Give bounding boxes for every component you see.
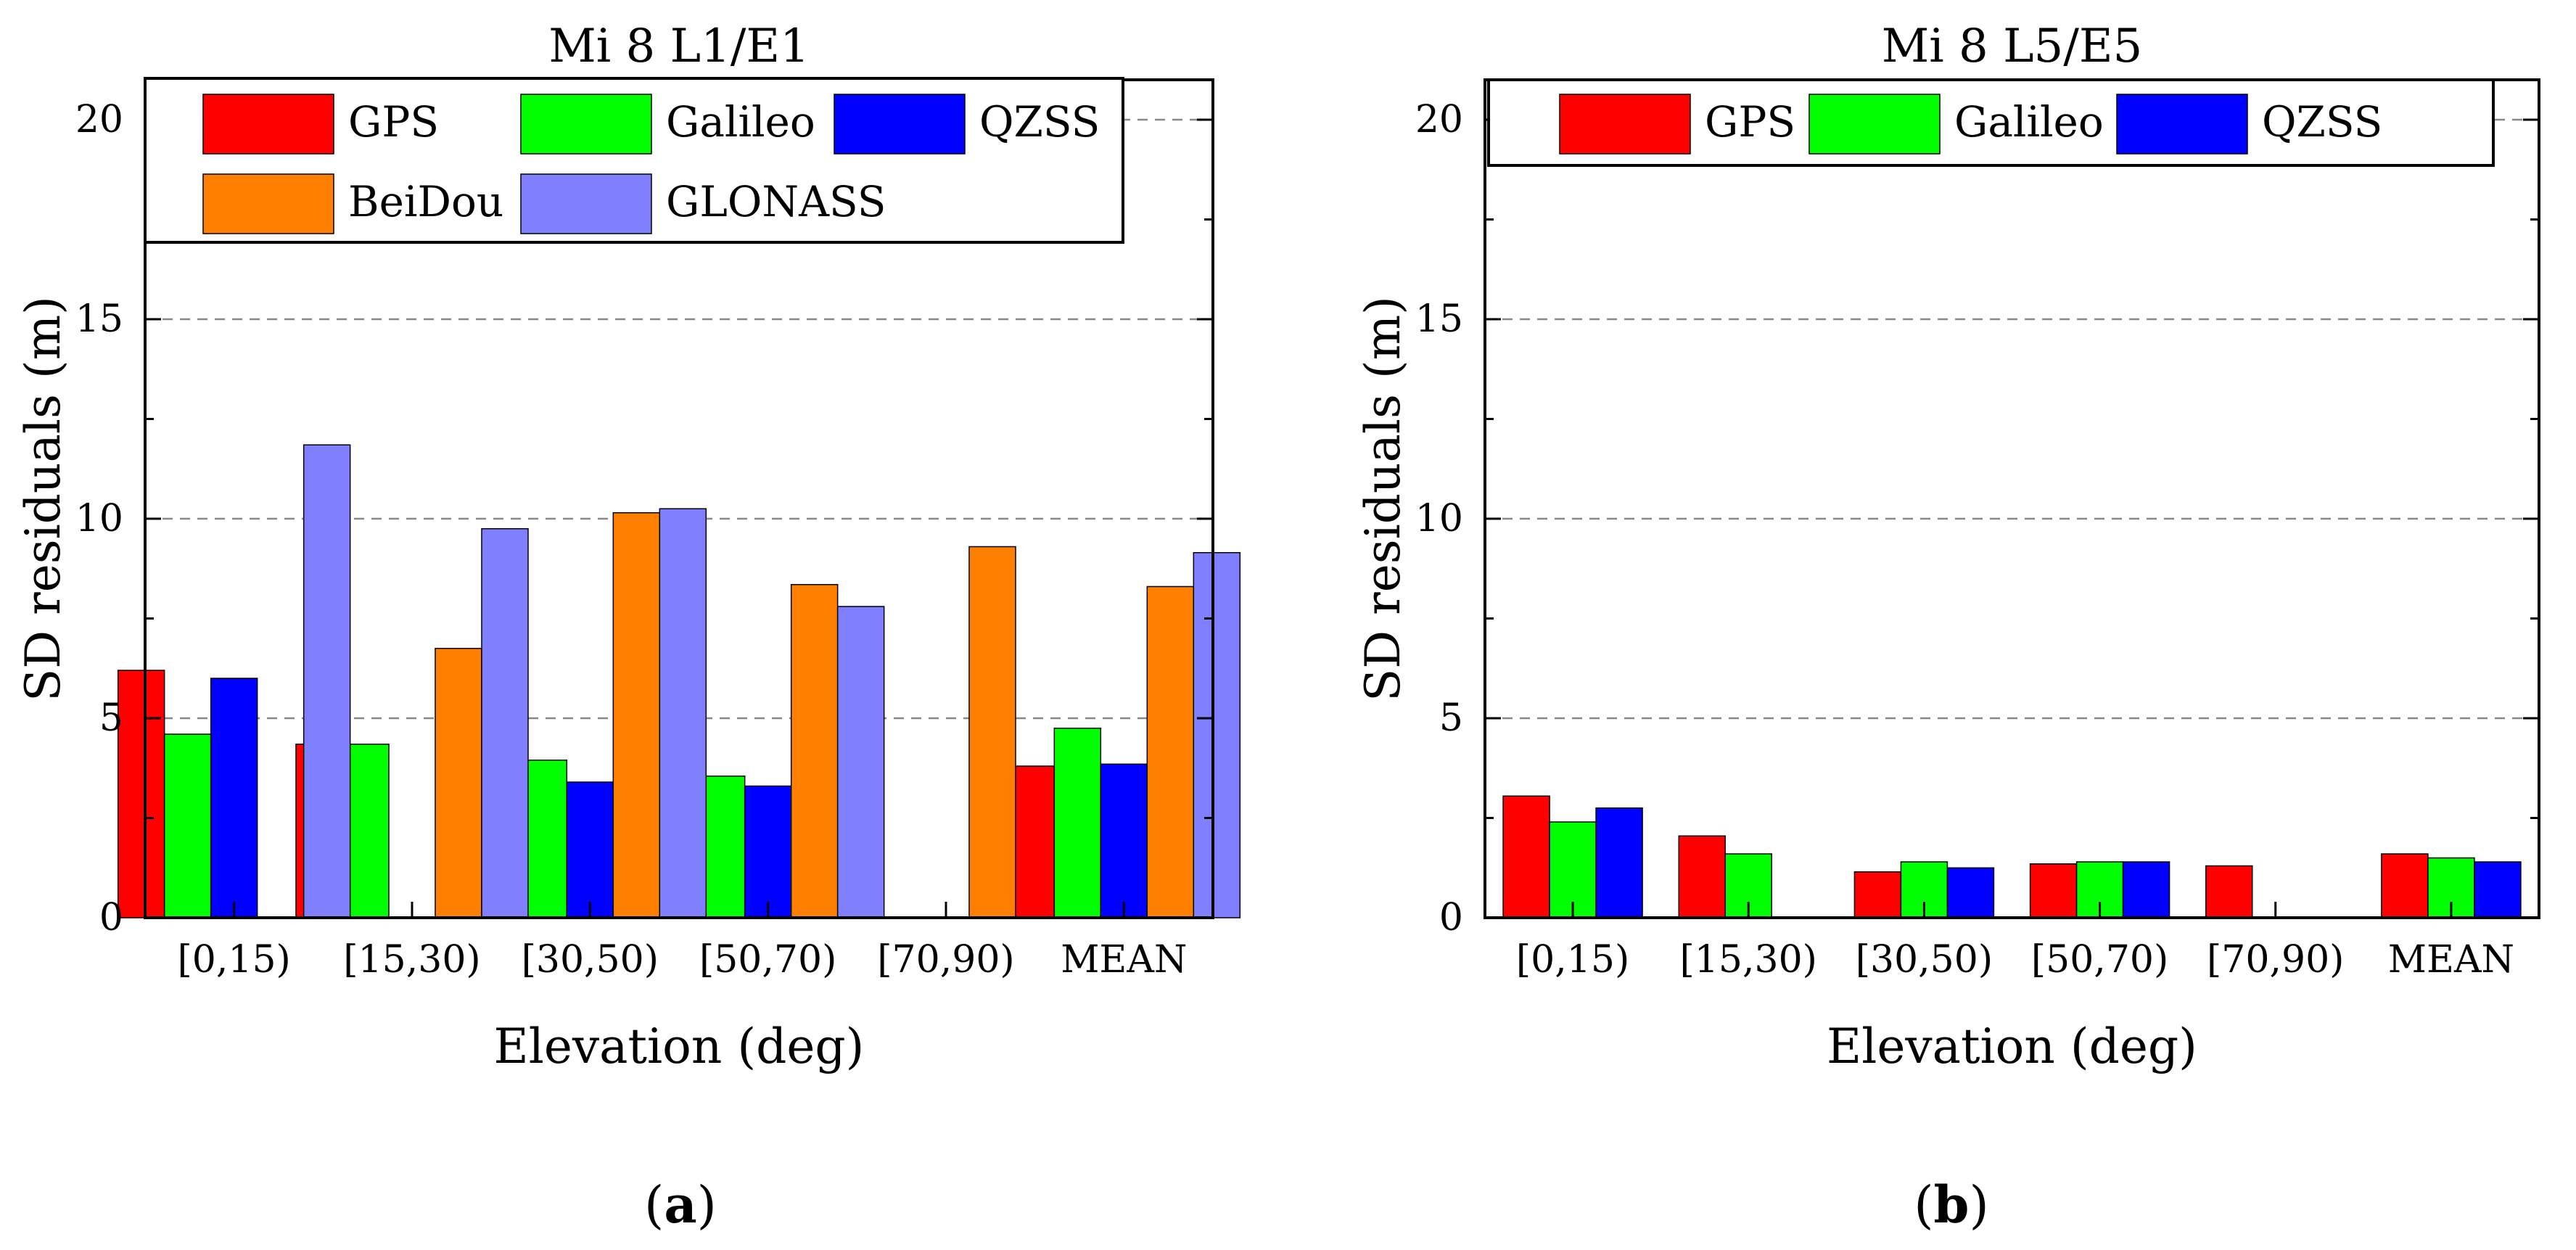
y-tick-label: 10 xyxy=(1415,497,1463,540)
x-tick-label: [0,15) xyxy=(177,938,290,982)
bar-beidou xyxy=(612,512,661,918)
panel-label-paren-open: ( xyxy=(644,1175,664,1235)
x-tick-label: [50,70) xyxy=(2031,938,2168,982)
legend-swatch-gps xyxy=(1559,94,1691,155)
legend-swatch-beidou xyxy=(202,173,334,234)
panel-label: (b) xyxy=(1914,1175,1989,1235)
plot-frame xyxy=(1484,78,2540,919)
legend: GPS Galileo QZSS xyxy=(1487,78,2495,167)
y-axis-label: SD residuals (m) xyxy=(15,296,71,702)
bar-gps xyxy=(2029,863,2078,918)
bar-glonass xyxy=(481,528,529,918)
chart-panel-a: 0 5 10 15 20 [0,15) [15,30) [30,50) [50,70) [70,9… xyxy=(15,20,1241,1235)
bar-qzss xyxy=(1595,807,1643,918)
y-tick-label: 5 xyxy=(1439,696,1463,740)
bar-glonass xyxy=(303,444,351,918)
x-tick-label: [30,50) xyxy=(1856,938,1993,982)
bar-gps xyxy=(117,670,165,918)
legend-label-gps: GPS xyxy=(1705,97,1795,147)
y-tick-label: 0 xyxy=(1439,896,1463,939)
legend-swatch-qzss xyxy=(2116,94,2248,155)
legend-label-galileo: Galileo xyxy=(666,97,815,147)
legend-label-gps: GPS xyxy=(348,97,439,147)
panel-label: (a) xyxy=(644,1175,717,1235)
bar-gps xyxy=(1678,835,1726,918)
x-tick-label: MEAN xyxy=(2388,938,2514,982)
x-tick-label: [70,90) xyxy=(877,938,1014,982)
bar-beidou xyxy=(435,648,482,918)
y-tick-label: 10 xyxy=(75,497,123,540)
x-tick-label: [30,50) xyxy=(522,938,659,982)
panel-label-paren-close: ) xyxy=(1969,1175,1988,1235)
x-tick-label: [70,90) xyxy=(2207,938,2344,982)
x-tick-label: [0,15) xyxy=(1516,938,1629,982)
bar-galileo xyxy=(163,733,212,918)
bar-beidou xyxy=(1146,585,1195,918)
legend-swatch-gps xyxy=(202,94,334,155)
legend-label-glonass: GLONASS xyxy=(666,177,886,226)
bar-gps xyxy=(1502,795,1550,918)
panel-label-letter: a xyxy=(664,1175,696,1235)
bar-qzss xyxy=(2122,861,2170,918)
panel-label-paren-close: ) xyxy=(697,1175,717,1235)
bar-beidou xyxy=(790,584,839,918)
legend-label-qzss: QZSS xyxy=(2262,97,2382,147)
legend-swatch-glonass xyxy=(520,173,652,234)
legend-swatch-galileo xyxy=(520,94,652,155)
bar-glonass xyxy=(659,508,707,918)
bar-qzss xyxy=(566,781,614,918)
legend-label-beidou: BeiDou xyxy=(348,177,503,226)
x-axis-label: Elevation (deg) xyxy=(494,1019,865,1074)
y-tick-label: 20 xyxy=(1415,98,1463,141)
bar-gps xyxy=(2205,865,2253,918)
legend: GPS Galileo QZSS BeiDou GLONASS xyxy=(144,77,1124,244)
legend-swatch-qzss xyxy=(834,94,966,155)
bar-gps xyxy=(2381,853,2429,918)
y-tick-label: 5 xyxy=(99,696,123,740)
bar-glonass xyxy=(836,606,885,918)
bar-qzss xyxy=(744,785,792,918)
bar-qzss xyxy=(1100,763,1148,918)
bar-qzss xyxy=(1946,867,1995,918)
chart-title: Mi 8 L5/E5 xyxy=(1882,20,2143,73)
bar-glonass xyxy=(1193,552,1241,918)
x-tick-label: [15,30) xyxy=(343,938,480,982)
x-tick-label: [50,70) xyxy=(699,938,836,982)
bar-galileo xyxy=(1053,728,1102,918)
bar-gps xyxy=(1853,871,1902,918)
chart-panel-b: 0 5 10 15 20 [0,15) [15,30) [30,50) [50,70) [70,9… xyxy=(1355,20,2540,1235)
y-tick-label: 0 xyxy=(99,896,123,939)
chart-title: Mi 8 L1/E1 xyxy=(548,20,810,73)
legend-label-galileo: Galileo xyxy=(1954,97,2104,147)
y-axis-label: SD residuals (m) xyxy=(1355,296,1411,702)
y-tick-label: 15 xyxy=(1415,297,1463,341)
x-tick-label: MEAN xyxy=(1061,938,1187,982)
legend-swatch-galileo xyxy=(1808,94,1941,155)
panel-label-paren-open: ( xyxy=(1914,1175,1933,1235)
x-axis-label: Elevation (deg) xyxy=(1827,1019,2197,1074)
bar-qzss xyxy=(210,678,258,918)
panel-label-letter: b xyxy=(1934,1175,1970,1235)
bar-beidou xyxy=(968,546,1016,918)
y-tick-label: 20 xyxy=(75,98,123,141)
x-tick-label: [15,30) xyxy=(1680,938,1817,982)
bar-qzss xyxy=(2474,861,2522,918)
legend-label-qzss: QZSS xyxy=(979,97,1100,147)
y-tick-label: 15 xyxy=(75,297,123,341)
